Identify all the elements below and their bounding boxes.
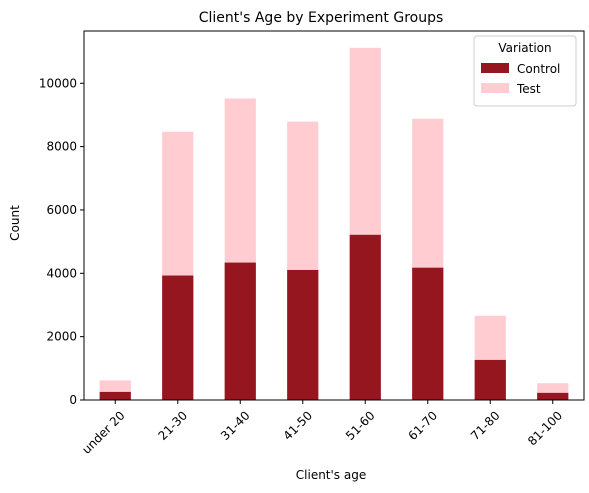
x-tick-label-2: 31-40 — [218, 408, 253, 443]
bar-test-1 — [162, 131, 194, 276]
x-tick-label-0: under 20 — [79, 408, 127, 456]
legend-label-test: Test — [516, 82, 541, 96]
y-tick-label-5: 10000 — [39, 76, 77, 90]
bar-test-5 — [412, 118, 444, 268]
bar-control-4 — [349, 234, 381, 400]
bar-test-0 — [99, 380, 131, 392]
x-tick-label-3: 41-50 — [281, 408, 316, 443]
bar-control-7 — [537, 392, 569, 400]
x-axis-label: Client's age — [296, 468, 366, 482]
bar-test-2 — [224, 98, 256, 263]
bar-control-3 — [287, 269, 319, 400]
legend: Variation Control Test — [473, 35, 577, 107]
x-tick-label-5: 61-70 — [406, 408, 441, 443]
y-tick-label-4: 8000 — [46, 140, 77, 154]
bar-control-6 — [474, 359, 506, 400]
bar-control-1 — [162, 275, 194, 400]
bars-group — [99, 47, 569, 400]
plot-frame — [83, 30, 585, 401]
y-tick-label-3: 6000 — [46, 203, 77, 217]
bar-test-6 — [474, 315, 506, 360]
x-tick-label-4: 51-60 — [343, 408, 378, 443]
chart-title: Client's Age by Experiment Groups — [199, 10, 444, 26]
bar-test-3 — [287, 121, 319, 270]
legend-title: Variation — [498, 41, 551, 55]
bar-control-0 — [99, 391, 131, 400]
y-tick-label-1: 2000 — [46, 330, 77, 344]
legend-swatch-control — [481, 63, 509, 73]
bar-control-5 — [412, 267, 444, 400]
bar-test-7 — [537, 383, 569, 393]
y-tick-label-0: 0 — [69, 393, 77, 407]
legend-swatch-test — [481, 83, 509, 93]
y-axis-label: Count — [8, 205, 22, 241]
legend-label-control: Control — [517, 62, 560, 76]
y-tick-label-2: 4000 — [46, 266, 77, 280]
bar-test-4 — [349, 47, 381, 235]
x-tick-label-7: 81-100 — [525, 408, 565, 448]
bar-control-2 — [224, 262, 256, 400]
x-tick-label-1: 21-30 — [156, 408, 191, 443]
x-tick-label-6: 71-80 — [468, 408, 503, 443]
